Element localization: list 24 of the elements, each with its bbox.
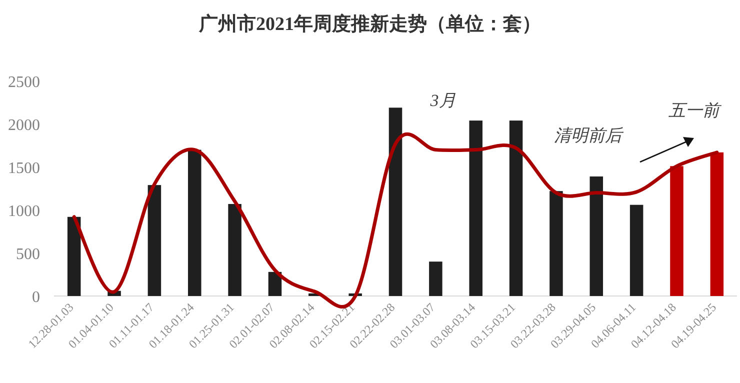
y-tick-label: 2500 xyxy=(8,74,40,91)
bar xyxy=(148,185,162,296)
annotation: 五一前 xyxy=(668,101,722,120)
annotation: 清明前后 xyxy=(554,126,624,145)
y-tick-label: 2000 xyxy=(8,117,40,134)
bar xyxy=(590,176,604,296)
chart-title: 广州市2021年周度推新走势（单位：套） xyxy=(198,13,541,35)
bar xyxy=(228,204,242,296)
annotation: 3月 xyxy=(429,91,456,110)
bar xyxy=(429,262,442,296)
bar xyxy=(509,120,523,296)
bar xyxy=(469,120,482,296)
y-tick-label: 1000 xyxy=(8,203,40,220)
bar xyxy=(188,150,202,296)
bar xyxy=(268,272,282,296)
y-tick-label: 1500 xyxy=(8,160,40,177)
bar xyxy=(710,152,724,296)
bar xyxy=(630,204,644,296)
bar xyxy=(670,166,684,296)
y-tick-label: 0 xyxy=(32,289,40,306)
bar xyxy=(67,216,81,296)
bar xyxy=(388,108,402,296)
bar xyxy=(550,191,563,296)
y-tick-label: 500 xyxy=(16,246,40,263)
